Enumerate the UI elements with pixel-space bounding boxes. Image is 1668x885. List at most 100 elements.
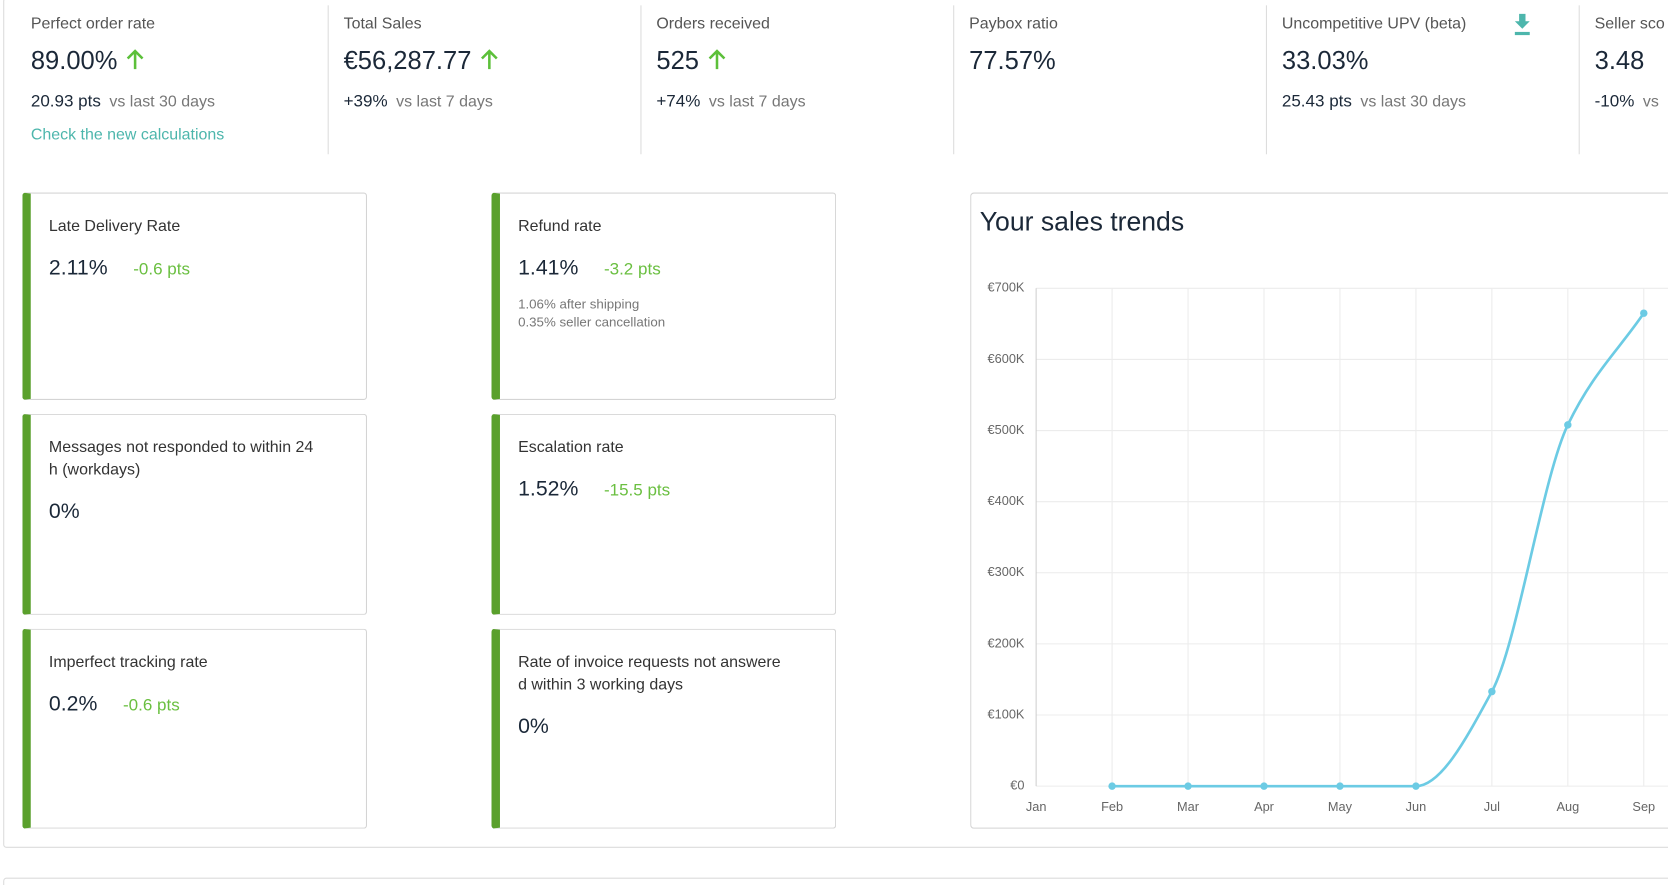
card-delta: -15.5 pts <box>603 481 671 500</box>
metric-card: Imperfect tracking rate 0.2% -0.6 pts <box>22 628 368 829</box>
y-tick-label: €100K <box>988 706 1025 721</box>
kpi-sub: +74% vs last 7 days <box>656 93 805 112</box>
metrics-panel <box>3 0 1668 848</box>
kpi-sub-label: vs last 30 days <box>109 92 215 111</box>
kpi-value: 525 <box>656 47 726 77</box>
kpi-sub-value: +74% <box>656 92 701 111</box>
kpi-link[interactable]: Check the new calculations <box>30 125 225 144</box>
card-value: 1.41% <box>518 256 579 280</box>
kpi-value: €56,287.77 <box>344 47 499 77</box>
data-point <box>1564 421 1572 429</box>
trend-up-arrow <box>708 49 726 70</box>
data-point <box>1184 782 1192 790</box>
kpi-value-text: €56,287.77 <box>343 46 472 76</box>
card-value: 0.2% <box>48 692 98 716</box>
kpi-value-text: 525 <box>656 46 699 76</box>
metric-card: Rate of invoice requests not answered wi… <box>491 628 837 829</box>
kpi-label: Orders received <box>656 14 770 33</box>
next-panel <box>3 877 1668 885</box>
trend-up-arrow <box>481 49 498 70</box>
card-title: Imperfect tracking rate <box>48 653 208 672</box>
kpi-sub: 25.43 pts vs last 30 days <box>1282 93 1466 112</box>
download-icon[interactable] <box>1514 13 1531 36</box>
x-tick-label: Sep <box>1632 799 1655 814</box>
card-note: 0.35% seller cancellation <box>518 314 666 330</box>
kpi-sub: 20.93 pts vs last 30 days <box>31 93 215 112</box>
x-tick-label: Aug <box>1556 799 1579 814</box>
data-point <box>1412 782 1420 790</box>
kpi-label: Uncompetitive UPV (beta) <box>1281 14 1467 33</box>
kpi-sub-label: vs last 7 days <box>396 92 493 111</box>
kpi-divider <box>1265 5 1267 155</box>
card-value-row: 0% <box>518 715 835 739</box>
card-value-row: 0% <box>49 500 366 524</box>
card-notes: 1.06% after shipping 0.35% seller cancell… <box>518 296 835 332</box>
kpi-sub-label: vs <box>1642 92 1659 111</box>
chart-frame <box>970 192 1668 829</box>
card-value: 1.52% <box>518 477 579 502</box>
y-tick-label: €200K <box>988 635 1025 650</box>
x-tick-label: Apr <box>1254 799 1275 814</box>
chart-title: Your sales trends <box>980 206 1184 236</box>
metric-card: Messages not responded to within 24h (wo… <box>22 413 368 615</box>
card-value: 0% <box>518 714 549 739</box>
card-value: 2.11% <box>48 256 108 280</box>
kpi-value: 3.48 <box>1595 47 1645 77</box>
kpi-sub-value: 25.43 pts <box>1281 92 1352 111</box>
data-point <box>1488 687 1496 696</box>
card-delta: -3.2 pts <box>603 260 661 279</box>
kpi-divider <box>953 5 955 155</box>
kpi-label: Seller sco <box>1594 14 1665 33</box>
trend-up-arrow <box>127 49 144 70</box>
kpi-value-text: 89.00% <box>30 46 118 76</box>
kpi-sub: +39% vs last 7 days <box>344 93 493 112</box>
y-tick-label: €600K <box>988 351 1025 366</box>
kpi-value-text: 77.57% <box>969 46 1056 76</box>
card-title: Late Delivery Rate <box>48 217 181 236</box>
y-tick-label: €300K <box>988 564 1025 579</box>
kpi-value: 89.00% <box>31 47 145 77</box>
data-point <box>1108 782 1116 790</box>
card-value-row: 1.52% -15.5 pts <box>518 478 835 502</box>
card-value-row: 0.2% -0.6 pts <box>49 693 366 717</box>
x-tick-label: Mar <box>1177 799 1200 814</box>
data-point <box>1640 309 1648 317</box>
kpi-sub-value: 20.93 pts <box>30 92 101 111</box>
kpi-value: 33.03% <box>1282 47 1369 77</box>
kpi-divider <box>640 5 642 155</box>
kpi-divider <box>327 5 329 155</box>
y-tick-label: €700K <box>988 280 1025 295</box>
kpi-label: Paybox ratio <box>969 14 1058 33</box>
metric-card: Late Delivery Rate 2.11% -0.6 pts <box>22 192 368 400</box>
kpi-value: 77.57% <box>969 47 1056 77</box>
card-title: Rate of invoice requests not answered wi… <box>518 653 781 694</box>
card-delta: -0.6 pts <box>122 696 180 715</box>
kpi-sub-value: +39% <box>343 92 388 111</box>
data-point <box>1260 782 1268 790</box>
metric-card: Refund rate 1.41% -3.2 pts 1.06% after ship… <box>491 192 837 400</box>
kpi-sub: -10% vs <box>1595 93 1659 112</box>
kpi-value-text: 3.48 <box>1594 46 1645 76</box>
card-note: 1.06% after shipping <box>518 296 640 312</box>
y-tick-label: €500K <box>988 422 1025 437</box>
x-tick-label: Jan <box>1026 799 1047 814</box>
card-title: Messages not responded to within 24h (wo… <box>48 438 314 479</box>
kpi-sub-label: vs last 7 days <box>708 92 806 111</box>
data-point <box>1336 782 1344 790</box>
kpi-label: Total Sales <box>343 14 422 33</box>
card-value-row: 1.41% -3.2 pts <box>518 256 835 280</box>
card-value-row: 2.11% -0.6 pts <box>49 256 366 280</box>
kpi-value-text: 33.03% <box>1281 46 1369 76</box>
sales-chart: Your sales trends €0 €100K €200K €300K €400K… <box>970 192 1668 829</box>
x-tick-label: Feb <box>1101 799 1123 814</box>
kpi-sub-label: vs last 30 days <box>1360 92 1466 111</box>
card-title: Escalation rate <box>518 438 624 457</box>
x-tick-label: Jun <box>1406 799 1427 814</box>
kpi-label: Perfect order rate <box>30 14 156 33</box>
kpi-sub-value: -10% <box>1594 92 1635 111</box>
card-value: 0% <box>48 499 80 524</box>
x-tick-label: May <box>1328 799 1353 814</box>
card-delta: -0.6 pts <box>133 260 190 279</box>
